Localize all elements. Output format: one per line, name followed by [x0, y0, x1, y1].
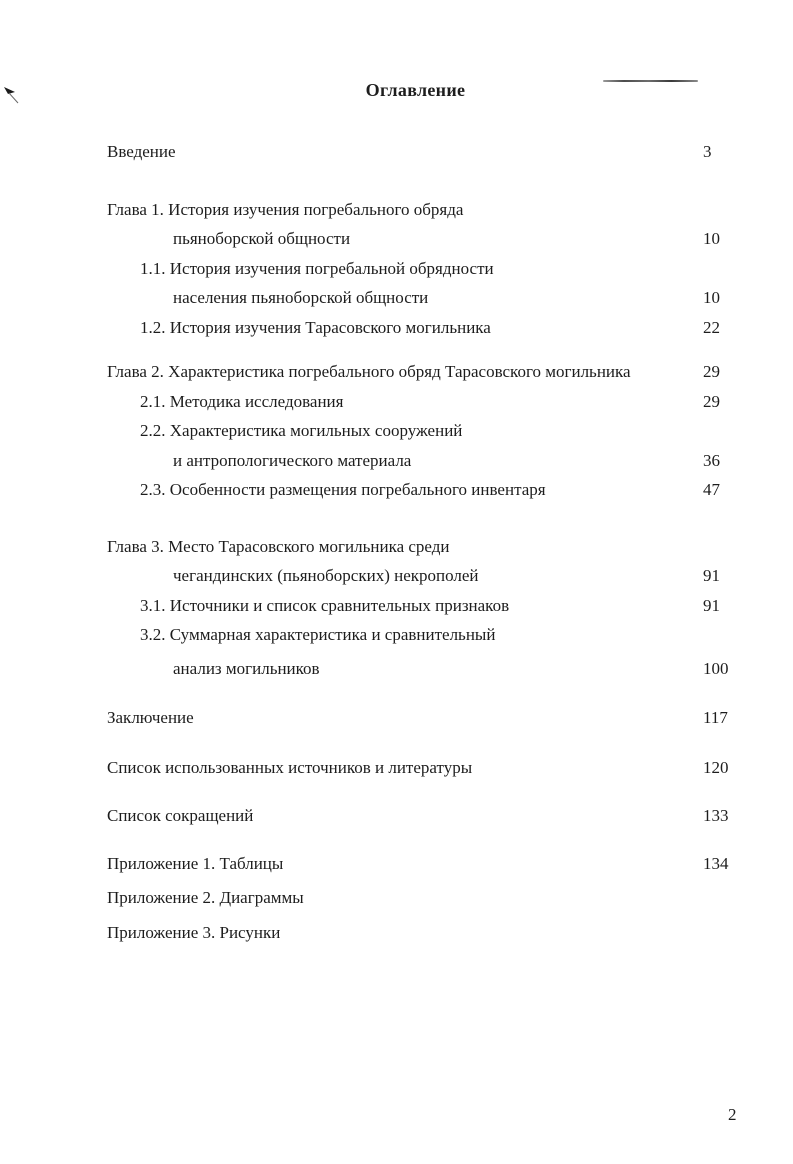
- toc-row: 2.1. Методика исследования 29: [107, 387, 793, 417]
- toc-entry-label: пьяноборской общности: [173, 229, 351, 248]
- toc-entry-label: Приложение 1. Таблицы: [107, 853, 284, 873]
- toc-row: Глава 3. Место Тарасовского могильника с…: [107, 532, 793, 562]
- toc-row: 2.2. Характеристика могильных сооружений: [107, 416, 793, 446]
- toc-entry-label: Глава 1. История изучения погребального …: [107, 199, 464, 219]
- toc-row: Заключение 117: [107, 703, 793, 733]
- toc-entry-page: 3: [703, 142, 712, 161]
- toc-row: Список использованных источников и литер…: [107, 753, 793, 783]
- toc-entry-page: 133: [703, 806, 729, 825]
- toc-row: Глава 1. История изучения погребального …: [107, 195, 793, 225]
- toc-entry-page: 91: [703, 566, 720, 585]
- toc-row: 1.2. История изучения Тарасовского могил…: [107, 313, 793, 343]
- toc-entry-label: и антропологического материала: [173, 450, 412, 470]
- toc-entry-page: 120: [703, 757, 729, 777]
- toc-entry-label: 3.2. Суммарная характеристика и сравните…: [140, 625, 496, 644]
- toc-entry-page: 47: [703, 480, 720, 499]
- toc-row: Глава 2. Характеристика погребального об…: [107, 357, 793, 387]
- toc-entry-label: Глава 2. Характеристика погребального об…: [107, 362, 631, 381]
- toc-row: Приложение 1. Таблицы 134: [107, 849, 793, 879]
- toc-entry-label: 2.3. Особенности размещения погребальног…: [140, 480, 546, 499]
- toc-row: Приложение 2. Диаграммы: [107, 883, 793, 913]
- toc-entry-page: 29: [703, 391, 720, 411]
- toc-entry-label: Заключение: [107, 708, 194, 727]
- page-number: 2: [728, 1105, 737, 1124]
- toc-entry-page: 134: [703, 853, 729, 873]
- toc-row: 3.1. Источники и список сравнительных пр…: [107, 591, 793, 621]
- toc-entry-label: 1.1. История изучения погребальной обряд…: [140, 258, 494, 278]
- toc-entry-page: 100: [703, 658, 729, 678]
- toc-row: населения пьяноборской общности 10: [107, 283, 793, 313]
- toc-row: 1.1. История изучения погребальной обряд…: [107, 254, 793, 284]
- page-title: Оглавление: [365, 80, 466, 100]
- toc-entry-label: населения пьяноборской общности: [173, 288, 429, 307]
- toc-entry-page: 36: [703, 450, 720, 470]
- toc-entry-label: Список использованных источников и литер…: [107, 757, 473, 777]
- toc-row: анализ могильников 100: [107, 654, 793, 684]
- table-of-contents: Введение 3 Глава 1. История изучения пог…: [0, 137, 793, 947]
- toc-entry-page: 10: [703, 229, 720, 248]
- toc-entry-page: 91: [703, 595, 720, 615]
- toc-entry-page: 10: [703, 288, 720, 307]
- toc-entry-label: 3.1. Источники и список сравнительных пр…: [140, 595, 510, 615]
- toc-row: чегандинских (пьяноборских) некрополей 9…: [107, 561, 793, 591]
- toc-entry-page: 29: [703, 362, 720, 381]
- toc-row: 2.3. Особенности размещения погребальног…: [107, 475, 793, 505]
- toc-entry-label: Приложение 2. Диаграммы: [107, 888, 304, 907]
- toc-entry-page: 117: [703, 708, 728, 727]
- toc-entry-label: Список сокращений: [107, 806, 254, 825]
- toc-row: Введение 3: [107, 137, 793, 167]
- toc-row: Приложение 3. Рисунки: [107, 918, 793, 948]
- toc-entry-label: 2.1. Методика исследования: [140, 391, 344, 411]
- toc-entry-label: 2.2. Характеристика могильных сооружений: [140, 421, 463, 440]
- toc-row: Список сокращений 133: [107, 801, 793, 831]
- toc-entry-label: Приложение 3. Рисунки: [107, 922, 281, 942]
- toc-row: пьяноборской общности 10: [107, 224, 793, 254]
- toc-entry-label: Глава 3. Место Тарасовского могильника с…: [107, 536, 450, 556]
- toc-row: и антропологического материала 36: [107, 446, 793, 476]
- toc-entry-label: анализ могильников: [173, 658, 320, 678]
- toc-row: 3.2. Суммарная характеристика и сравните…: [107, 620, 793, 650]
- toc-entry-label: 1.2. История изучения Тарасовского могил…: [140, 317, 491, 337]
- toc-entry-label: Введение: [107, 142, 176, 161]
- scanned-document-page: Оглавление Введение 3 Глава 1. История и…: [0, 77, 793, 1164]
- pen-mark-icon: [3, 86, 21, 111]
- scan-artifact-line: [603, 80, 698, 82]
- toc-entry-page: 22: [703, 317, 720, 337]
- toc-entry-label: чегандинских (пьяноборских) некрополей: [173, 566, 479, 585]
